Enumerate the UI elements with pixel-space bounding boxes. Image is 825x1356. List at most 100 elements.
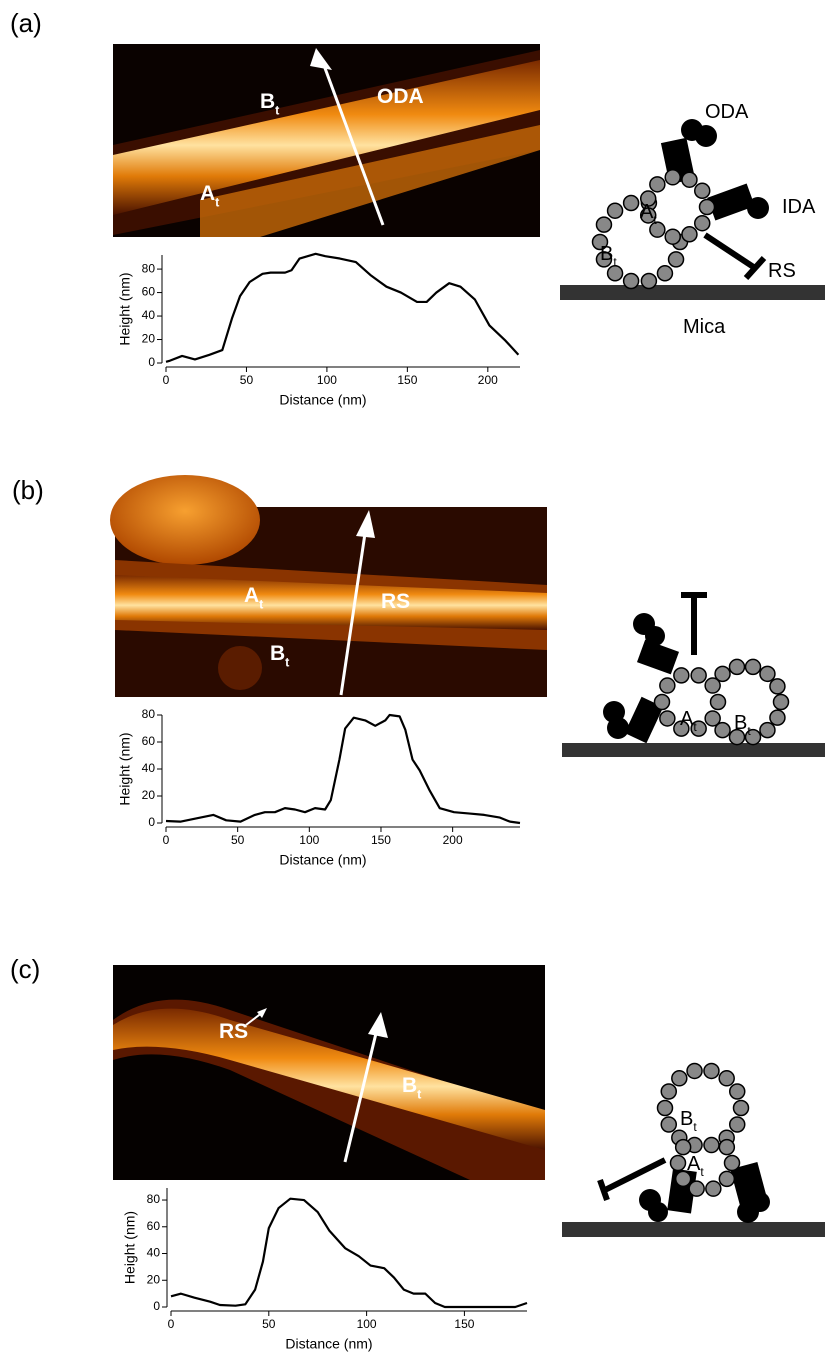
bead	[705, 1180, 722, 1197]
bead	[595, 251, 613, 268]
diagram-label: Bt	[680, 1108, 697, 1134]
diagram-label-sub: t	[613, 255, 617, 269]
diagram-label-main: B	[680, 1108, 693, 1130]
x-tick-label: 100	[299, 833, 319, 847]
y-tick-label: 20	[142, 788, 156, 802]
bead	[732, 1099, 750, 1117]
y-tick-label: 0	[148, 355, 155, 369]
image-label-main: A	[200, 182, 215, 205]
mica-bar	[560, 285, 825, 300]
bead	[728, 728, 746, 746]
bead	[728, 658, 746, 676]
bead	[688, 1180, 705, 1197]
bead	[759, 721, 776, 739]
diagram-label-main: A	[640, 201, 654, 223]
bead	[664, 228, 681, 245]
bead	[769, 678, 786, 695]
diagram-label: RS	[768, 260, 796, 282]
bead	[704, 677, 721, 694]
y-tick-label: 80	[142, 261, 156, 275]
afm-image-a	[113, 44, 540, 237]
image-label-main: B	[270, 642, 285, 665]
bead	[656, 265, 674, 282]
image-label: At	[244, 584, 264, 611]
diagram-label-main: B	[600, 243, 613, 265]
image-label: RS	[219, 1020, 248, 1043]
y-tick-label: 60	[142, 285, 156, 299]
bead	[622, 272, 640, 290]
bead	[659, 710, 676, 727]
x-tick-label: 0	[168, 1317, 175, 1331]
y-tick-label: 0	[153, 1299, 160, 1313]
afm-image-b	[110, 475, 547, 697]
diagram-label: Bt	[600, 243, 617, 269]
microtubule-beads	[591, 169, 790, 1197]
bead	[718, 1070, 735, 1087]
image-label-main: RS	[381, 590, 410, 613]
bead	[656, 1099, 674, 1117]
bead	[723, 1154, 741, 1172]
bead	[622, 194, 640, 212]
panel-label: (c)	[10, 954, 40, 984]
bead	[728, 1083, 746, 1100]
x-tick-label: 150	[371, 833, 391, 847]
y-axis-title: Height (nm)	[117, 732, 133, 805]
image-label-main: A	[244, 584, 259, 607]
bead	[674, 1138, 692, 1156]
diagram-label: At	[687, 1153, 704, 1179]
bead	[744, 728, 762, 746]
x-tick-label: 100	[317, 373, 337, 387]
image-label: Bt	[402, 1074, 422, 1101]
y-tick-label: 40	[142, 308, 156, 322]
diagram-label: Bt	[734, 712, 751, 738]
bead	[640, 272, 658, 290]
y-tick-label: 20	[142, 332, 156, 346]
diagram-label-main: A	[687, 1153, 701, 1175]
x-tick-label: 0	[163, 833, 170, 847]
panel-label: (a)	[10, 8, 42, 38]
bead	[649, 221, 666, 238]
bead	[591, 233, 609, 251]
diagram-label-sub: t	[693, 1120, 697, 1134]
x-tick-label: 200	[478, 373, 498, 387]
diagram-label: Mica	[683, 316, 726, 338]
x-tick-label: 50	[262, 1317, 276, 1331]
x-tick-label: 0	[163, 373, 170, 387]
image-label-main: RS	[219, 1020, 248, 1043]
diagram-label-sub: t	[693, 720, 697, 734]
x-axis-title: Distance (nm)	[279, 392, 366, 408]
bead	[772, 693, 790, 711]
y-tick-label: 80	[142, 707, 156, 721]
image-label-main: ODA	[377, 85, 424, 108]
image-label-sub: t	[215, 195, 220, 209]
image-label: Bt	[260, 90, 280, 117]
bead	[690, 720, 707, 737]
bead	[667, 251, 685, 268]
bead	[698, 198, 716, 216]
diagram-label-sub: t	[653, 213, 657, 227]
diagram-label: At	[680, 708, 697, 734]
bead	[693, 214, 711, 232]
image-label-sub: t	[275, 103, 280, 117]
bead	[744, 658, 762, 676]
image-label-main: B	[402, 1074, 417, 1097]
diagram-label-main: Mica	[683, 316, 726, 338]
bead	[718, 1170, 736, 1188]
x-axis-title: Distance (nm)	[279, 852, 366, 868]
y-axis-title: Height (nm)	[117, 272, 133, 345]
height-profile	[165, 252, 520, 363]
bead	[769, 709, 786, 726]
bead	[673, 667, 690, 684]
dynein-arms-c	[597, 1157, 770, 1223]
diagram-label-main: B	[734, 712, 747, 734]
x-tick-label: 200	[443, 833, 463, 847]
y-tick-label: 40	[147, 1246, 161, 1260]
diagram-label-sub: t	[700, 1165, 704, 1179]
y-tick-label: 60	[147, 1219, 161, 1233]
bead	[718, 1138, 736, 1156]
y-tick-label: 40	[142, 761, 156, 775]
diagram-label-sub: t	[747, 724, 751, 738]
